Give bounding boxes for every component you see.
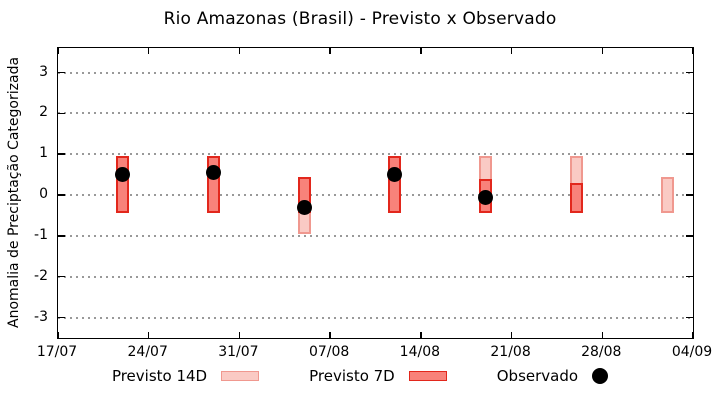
- legend-label-previsto-7d: Previsto 7D: [309, 367, 395, 385]
- y-tick-label: 1: [39, 145, 48, 162]
- x-tick-label: 31/07: [218, 344, 259, 360]
- x-tick-mark-bottom: [692, 332, 694, 338]
- x-tick-mark-bottom: [420, 332, 422, 338]
- observed-dot: [387, 167, 403, 183]
- y-tick-mark-right: [686, 71, 693, 74]
- y-tick-mark-left: [58, 275, 65, 278]
- y-tick-mark-left: [58, 235, 65, 237]
- x-tick-mark-top: [329, 48, 331, 54]
- legend: Previsto 14D Previsto 7D Observado: [0, 367, 720, 385]
- previsto-14d-swatch: [221, 371, 260, 381]
- x-tick-label: 21/08: [490, 344, 531, 360]
- y-tick-mark-right: [686, 316, 693, 319]
- y-tick-mark-left: [58, 112, 65, 115]
- observado-swatch-dot: [592, 368, 609, 384]
- observed-dot: [115, 167, 131, 183]
- y-tick-label: -2: [34, 267, 48, 284]
- plot-area: [57, 47, 694, 339]
- x-tick-label: 28/08: [581, 344, 622, 360]
- forecast-bar-7d: [388, 156, 402, 214]
- x-tick-mark-bottom: [57, 332, 59, 338]
- y-tick-mark-right: [686, 112, 693, 115]
- x-tick-label: 07/08: [308, 344, 350, 360]
- y-gridline: [58, 112, 693, 115]
- legend-label-previsto-14d: Previsto 14D: [111, 367, 208, 385]
- previsto-7d-swatch: [408, 371, 447, 381]
- y-tick-mark-right: [686, 153, 693, 155]
- x-tick-mark-top: [601, 48, 604, 54]
- y-tick-label: -3: [34, 308, 48, 325]
- x-tick-mark-top: [57, 48, 59, 54]
- y-tick-mark-left: [58, 316, 65, 319]
- y-tick-mark-right: [686, 194, 693, 196]
- chart-title: Rio Amazonas (Brasil) - Previsto x Obser…: [163, 9, 557, 29]
- x-tick-label: 17/07: [36, 344, 78, 360]
- y-tick-label: 3: [39, 63, 48, 80]
- y-tick-mark-left: [58, 153, 65, 155]
- x-tick-mark-bottom: [147, 332, 150, 338]
- y-tick-mark-left: [58, 71, 65, 74]
- observed-dot: [296, 199, 312, 215]
- x-tick-mark-top: [692, 48, 694, 54]
- x-tick-mark-bottom: [238, 332, 241, 338]
- y-gridline: [58, 153, 693, 156]
- y-tick-label: 0: [39, 186, 48, 203]
- legend-item-observado: Observado: [496, 367, 609, 385]
- x-tick-mark-top: [510, 48, 513, 54]
- forecast-bar-14d: [660, 176, 674, 214]
- x-tick-mark-top: [420, 48, 422, 54]
- x-tick-label: 14/08: [399, 344, 441, 360]
- x-tick-mark-top: [147, 48, 150, 54]
- x-tick-label: 04/09: [671, 344, 713, 360]
- y-gridline: [58, 234, 693, 237]
- y-gridline: [58, 316, 693, 319]
- x-tick-mark-bottom: [601, 332, 604, 338]
- observed-dot: [478, 189, 494, 205]
- y-tick-mark-right: [686, 235, 693, 237]
- legend-item-previsto-14d: Previsto 14D: [111, 367, 260, 385]
- y-tick-mark-right: [686, 275, 693, 278]
- x-tick-mark-bottom: [510, 332, 513, 338]
- forecast-bar-7d: [116, 156, 130, 214]
- observed-dot: [206, 165, 221, 181]
- legend-item-previsto-7d: Previsto 7D: [309, 367, 447, 385]
- y-gridline: [58, 275, 693, 278]
- y-tick-mark-left: [58, 194, 65, 196]
- y-tick-label: 2: [39, 104, 48, 121]
- y-gridline: [58, 194, 693, 197]
- x-tick-mark-top: [238, 48, 241, 54]
- legend-label-observado: Observado: [496, 367, 579, 385]
- x-tick-label: 24/07: [127, 344, 168, 360]
- forecast-bar-7d: [569, 182, 583, 214]
- y-gridline: [58, 71, 693, 74]
- y-tick-label: -1: [34, 226, 48, 243]
- x-tick-mark-bottom: [329, 332, 331, 338]
